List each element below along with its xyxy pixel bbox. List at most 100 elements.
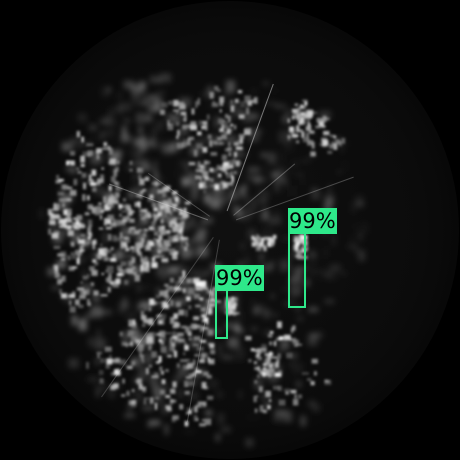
- echo-speckle: [129, 218, 135, 223]
- echo-speckle: [269, 331, 274, 334]
- echo-speckle: [203, 327, 209, 330]
- echo-haze-patch: [173, 376, 181, 383]
- echo-speckle: [70, 160, 75, 166]
- echo-speckle: [216, 165, 222, 171]
- radar-streak: [186, 239, 220, 423]
- echo-speckle: [210, 152, 218, 156]
- echo-speckle: [80, 155, 85, 163]
- echo-clump: [227, 303, 231, 309]
- echo-speckle: [277, 321, 282, 329]
- echo-speckle: [209, 343, 215, 349]
- echo-speckle: [114, 370, 121, 376]
- echo-speckle: [278, 399, 286, 406]
- echo-speckle: [172, 336, 177, 339]
- echo-speckle: [221, 134, 227, 140]
- echo-speckle: [160, 346, 167, 353]
- echo-speckle: [127, 208, 132, 215]
- echo-speckle: [219, 167, 222, 171]
- echo-clump: [251, 235, 255, 241]
- echo-speckle: [174, 207, 181, 212]
- echo-haze-patch: [249, 128, 261, 136]
- echo-speckle: [211, 168, 217, 173]
- echo-haze-patch: [79, 175, 86, 183]
- echo-haze-patch: [61, 141, 74, 152]
- echo-haze-patch: [350, 201, 357, 214]
- radar-streak: [235, 176, 354, 221]
- echo-speckle: [228, 152, 231, 157]
- echo-speckle: [233, 158, 236, 164]
- echo-speckle: [140, 315, 147, 320]
- echo-haze-patch: [215, 173, 220, 179]
- echo-speckle: [114, 192, 120, 198]
- echo-speckle: [207, 300, 210, 307]
- echo-speckle: [185, 376, 192, 379]
- echo-speckle: [180, 111, 187, 116]
- echo-speckle: [228, 115, 231, 123]
- echo-haze-patch: [164, 350, 172, 355]
- echo-haze-patch: [125, 254, 134, 259]
- echo-speckle: [221, 154, 227, 161]
- echo-haze-patch: [150, 127, 157, 140]
- echo-haze-patch: [233, 168, 240, 175]
- echo-speckle: [162, 232, 170, 235]
- echo-haze-patch: [226, 322, 232, 330]
- echo-speckle: [188, 305, 192, 310]
- echo-speckle: [188, 161, 196, 166]
- echo-speckle: [108, 161, 111, 165]
- echo-haze-patch: [228, 152, 237, 156]
- echo-haze-patch: [88, 337, 94, 347]
- echo-haze-patch: [251, 300, 255, 304]
- echo-clump: [291, 115, 295, 120]
- echo-speckle: [126, 390, 130, 396]
- echo-speckle: [173, 99, 179, 107]
- echo-speckle: [182, 288, 186, 293]
- echo-speckle: [93, 182, 99, 186]
- echo-speckle: [131, 256, 135, 264]
- echo-speckle: [103, 142, 108, 147]
- echo-speckle: [210, 184, 217, 188]
- echo-haze-patch: [238, 390, 243, 399]
- echo-haze-patch: [233, 323, 240, 332]
- echo-speckle: [201, 381, 207, 389]
- echo-clump: [295, 242, 300, 246]
- echo-speckle: [301, 131, 305, 138]
- echo-speckle: [142, 189, 147, 192]
- echo-haze-patch: [262, 81, 269, 86]
- echo-haze-patch: [169, 266, 180, 271]
- echo-speckle: [200, 164, 204, 169]
- echo-speckle: [221, 121, 228, 129]
- echo-haze-patch: [92, 295, 100, 302]
- echo-speckle: [91, 169, 97, 176]
- echo-speckle: [194, 324, 200, 329]
- echo-speckle: [140, 310, 145, 317]
- echo-speckle: [101, 209, 104, 213]
- echo-haze-patch: [236, 209, 240, 214]
- echo-speckle: [171, 194, 175, 199]
- echo-speckle: [216, 89, 221, 92]
- echo-speckle: [165, 244, 172, 247]
- echo-haze-patch: [317, 269, 321, 274]
- echo-haze-patch: [280, 338, 290, 350]
- echo-haze-patch: [191, 268, 198, 275]
- echo-haze-patch: [308, 154, 313, 159]
- echo-haze-patch: [282, 115, 287, 124]
- echo-haze-patch: [310, 270, 316, 275]
- echo-speckle: [253, 395, 257, 403]
- echo-speckle: [115, 187, 122, 191]
- echo-haze-patch: [99, 118, 110, 125]
- echo-haze-patch: [213, 122, 220, 130]
- echo-speckle: [240, 101, 246, 108]
- echo-speckle: [204, 311, 210, 315]
- echo-speckle: [234, 171, 237, 174]
- echo-speckle: [166, 303, 169, 309]
- echo-haze-patch: [99, 309, 112, 315]
- echo-haze-patch: [68, 358, 79, 369]
- echo-speckle: [197, 401, 204, 405]
- echo-speckle: [204, 418, 212, 426]
- echo-clump: [302, 99, 308, 102]
- echo-speckle: [218, 173, 222, 178]
- echo-speckle: [58, 215, 62, 223]
- echo-speckle: [115, 182, 120, 189]
- echo-haze-patch: [146, 355, 153, 365]
- echo-speckle: [175, 301, 181, 308]
